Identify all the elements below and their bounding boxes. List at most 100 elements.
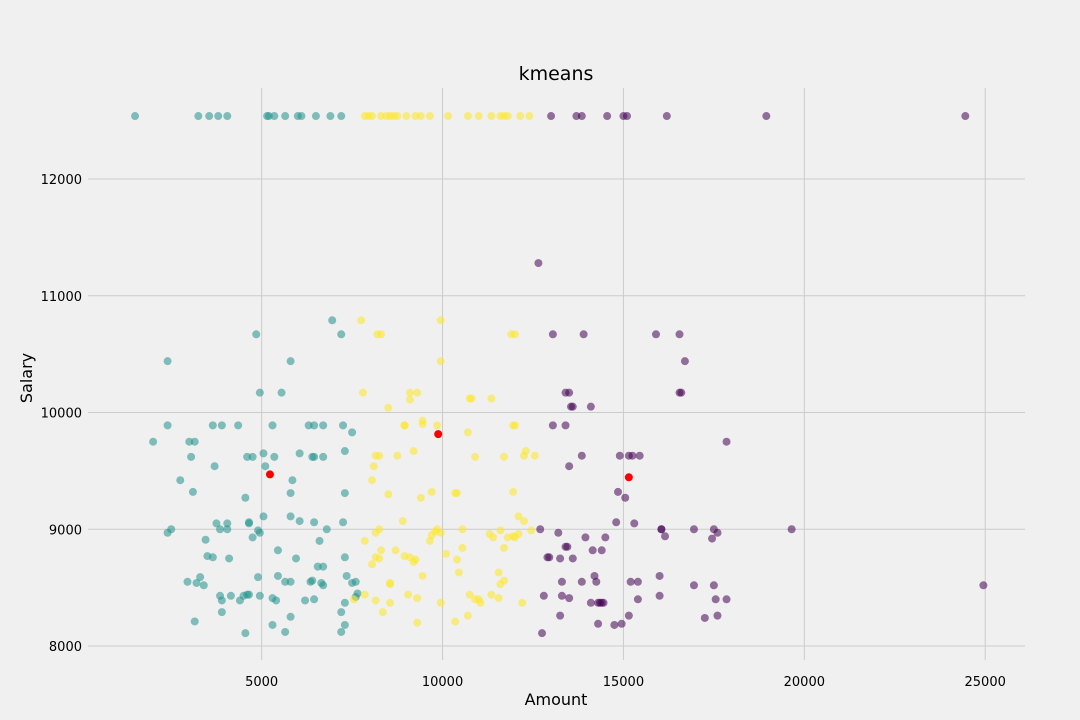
data-point-yellow bbox=[386, 598, 395, 607]
data-point-teal bbox=[261, 462, 270, 471]
data-point-yellow bbox=[519, 517, 528, 526]
data-point-teal bbox=[254, 573, 263, 582]
data-point-yellow bbox=[402, 112, 411, 121]
data-point-purple bbox=[603, 112, 612, 121]
data-point-teal bbox=[212, 519, 221, 528]
data-point-yellow bbox=[384, 490, 393, 499]
data-point-yellow bbox=[398, 517, 407, 526]
data-point-teal bbox=[163, 421, 172, 430]
data-point-teal bbox=[286, 577, 295, 586]
centroid-point bbox=[434, 430, 443, 439]
data-point-teal bbox=[190, 617, 199, 626]
data-point-teal bbox=[340, 553, 349, 562]
data-point-yellow bbox=[463, 428, 472, 437]
data-point-yellow bbox=[369, 462, 378, 471]
data-point-teal bbox=[248, 533, 257, 542]
data-point-teal bbox=[339, 518, 348, 527]
data-point-teal bbox=[286, 357, 295, 366]
data-point-yellow bbox=[503, 112, 512, 121]
data-point-teal bbox=[192, 578, 201, 587]
data-point-teal bbox=[348, 428, 357, 437]
data-point-purple bbox=[577, 112, 586, 121]
data-point-teal bbox=[208, 421, 217, 430]
data-point-teal bbox=[297, 112, 306, 121]
data-point-purple bbox=[635, 451, 644, 460]
data-point-yellow bbox=[476, 598, 485, 607]
data-point-teal bbox=[217, 421, 226, 430]
data-point-teal bbox=[149, 437, 158, 446]
data-point-teal bbox=[310, 452, 319, 461]
data-point-purple bbox=[615, 451, 624, 460]
data-point-teal bbox=[205, 112, 214, 121]
data-point-purple bbox=[623, 112, 632, 121]
data-point-teal bbox=[286, 489, 295, 498]
data-point-yellow bbox=[425, 112, 434, 121]
data-point-purple bbox=[713, 611, 722, 620]
data-point-yellow bbox=[474, 112, 483, 121]
data-point-purple bbox=[610, 620, 619, 629]
data-point-yellow bbox=[391, 546, 400, 555]
data-point-yellow bbox=[436, 316, 445, 325]
data-point-teal bbox=[241, 629, 250, 638]
data-point-yellow bbox=[463, 611, 472, 620]
data-point-teal bbox=[252, 330, 261, 339]
data-point-teal bbox=[268, 620, 277, 629]
data-point-yellow bbox=[378, 608, 387, 617]
data-point-teal bbox=[310, 595, 319, 604]
data-point-purple bbox=[577, 577, 586, 586]
data-point-teal bbox=[259, 449, 268, 458]
data-point-purple bbox=[577, 451, 586, 460]
data-point-yellow bbox=[458, 525, 467, 534]
data-point-teal bbox=[183, 577, 192, 586]
data-point-teal bbox=[270, 452, 279, 461]
data-point-teal bbox=[223, 525, 232, 534]
data-point-yellow bbox=[358, 388, 367, 397]
data-point-purple bbox=[657, 525, 666, 534]
data-point-yellow bbox=[509, 487, 518, 496]
data-point-teal bbox=[273, 546, 282, 555]
data-point-purple bbox=[565, 388, 574, 397]
data-point-purple bbox=[579, 330, 588, 339]
data-point-teal bbox=[353, 589, 362, 598]
data-point-yellow bbox=[386, 580, 395, 589]
data-point-teal bbox=[301, 596, 310, 605]
cluster-yellow-points bbox=[349, 112, 539, 627]
data-point-yellow bbox=[360, 536, 369, 545]
cluster-purple-points bbox=[534, 112, 988, 638]
data-point-teal bbox=[288, 476, 297, 485]
data-point-yellow bbox=[527, 526, 536, 535]
data-point-teal bbox=[241, 493, 250, 502]
data-point-yellow bbox=[467, 394, 476, 403]
data-point-yellow bbox=[471, 452, 480, 461]
data-point-yellow bbox=[416, 493, 425, 502]
data-point-teal bbox=[340, 447, 349, 456]
data-point-yellow bbox=[514, 512, 523, 521]
data-point-teal bbox=[259, 512, 268, 521]
data-point-purple bbox=[655, 571, 664, 580]
data-point-yellow bbox=[418, 416, 427, 425]
data-point-purple bbox=[661, 532, 670, 541]
data-point-teal bbox=[196, 573, 205, 582]
data-point-purple bbox=[708, 534, 717, 543]
data-point-teal bbox=[310, 518, 319, 527]
data-point-yellow bbox=[487, 590, 496, 599]
data-point-yellow bbox=[377, 330, 386, 339]
data-point-purple bbox=[675, 330, 684, 339]
data-point-teal bbox=[281, 627, 290, 636]
data-point-yellow bbox=[411, 555, 420, 564]
data-point-purple bbox=[680, 357, 689, 366]
data-point-purple bbox=[624, 611, 633, 620]
data-point-purple bbox=[709, 581, 718, 590]
data-point-teal bbox=[244, 518, 253, 527]
data-point-teal bbox=[286, 512, 295, 521]
x-tick-label: 15000 bbox=[603, 675, 644, 690]
data-point-teal bbox=[337, 330, 346, 339]
data-point-teal bbox=[216, 525, 225, 534]
data-point-yellow bbox=[436, 357, 445, 366]
data-point-teal bbox=[234, 421, 243, 430]
data-point-purple bbox=[614, 487, 623, 496]
data-point-purple bbox=[612, 518, 621, 527]
data-point-yellow bbox=[367, 112, 376, 121]
data-point-purple bbox=[565, 594, 574, 603]
